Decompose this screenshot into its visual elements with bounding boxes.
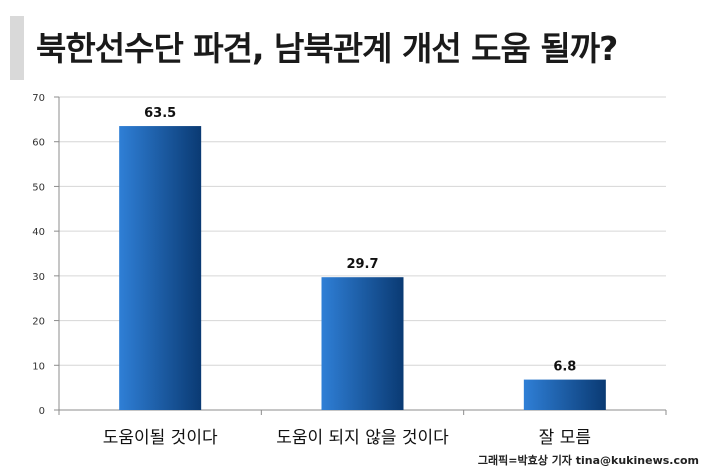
y-tick-label: 50	[32, 182, 45, 193]
x-tick-labels: 도움이될 것이다 도움이 되지 않을 것이다 잘 모름	[103, 428, 591, 448]
y-tick-label: 70	[32, 93, 45, 104]
graphic-credit: 그래픽=박효상 기자 tina@kukinews.com	[477, 454, 699, 467]
y-tick-label: 20	[32, 317, 45, 328]
data-labels: 63.5 29.7 6.8	[144, 106, 576, 375]
y-tick-label: 10	[32, 361, 45, 372]
x-category-label: 도움이 되지 않을 것이다	[276, 428, 449, 448]
data-label: 63.5	[144, 106, 176, 121]
bar	[321, 277, 404, 410]
y-tick-labels: 0 10 20 30 40 50 60 70	[32, 93, 45, 417]
y-tick-label: 30	[32, 272, 45, 283]
bar	[523, 379, 606, 410]
bars	[119, 126, 606, 411]
y-tick-label: 40	[32, 227, 45, 238]
data-label: 29.7	[346, 257, 378, 272]
y-tick-label: 60	[32, 138, 45, 149]
x-category-label: 잘 모름	[539, 428, 591, 448]
bar	[119, 126, 202, 411]
page-title: 북한선수단 파견, 남북관계 개선 도움 될까?	[36, 29, 618, 68]
title-accent-bar	[10, 16, 24, 80]
x-category-label: 도움이될 것이다	[103, 428, 218, 448]
data-label: 6.8	[553, 360, 576, 375]
y-tick-label: 0	[39, 406, 45, 417]
